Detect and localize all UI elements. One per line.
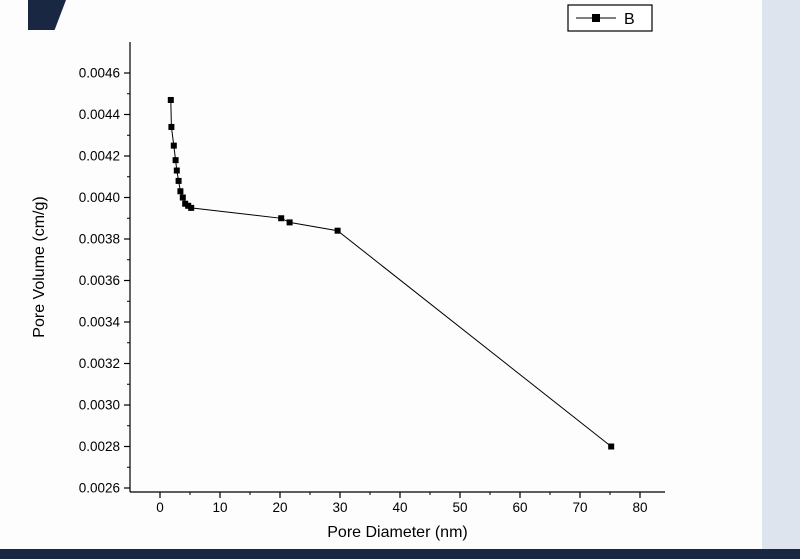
y-tick-label: 0.0044 — [79, 107, 121, 122]
data-point-marker — [170, 142, 177, 149]
legend-marker-sample — [592, 14, 600, 22]
data-point-marker — [167, 96, 174, 103]
y-tick-label: 0.0040 — [79, 190, 120, 205]
series-line — [170, 99, 612, 447]
x-tick-label: 0 — [156, 500, 164, 515]
data-point-marker — [168, 123, 175, 130]
x-tick-label: 30 — [332, 500, 347, 515]
data-point-marker — [179, 194, 186, 201]
x-tick-label: 50 — [452, 500, 467, 515]
y-axis-title: Pore Volume (cm/g) — [31, 196, 48, 337]
bottom-margin-strip — [0, 549, 800, 559]
y-tick-label: 0.0038 — [79, 232, 120, 247]
right-margin-strip — [762, 0, 800, 559]
y-tick-label: 0.0042 — [79, 149, 120, 164]
data-point-marker — [175, 177, 182, 184]
data-point-marker — [188, 204, 195, 211]
x-axis-title: Pore Diameter (nm) — [327, 524, 467, 541]
data-point-marker — [177, 188, 184, 195]
x-tick-label: 80 — [632, 500, 647, 515]
x-tick-label: 60 — [512, 500, 527, 515]
legend-label: B — [624, 11, 635, 28]
data-point-marker — [286, 219, 293, 226]
x-tick-label: 40 — [392, 500, 407, 515]
data-point-marker — [172, 157, 179, 164]
data-point-marker — [608, 443, 615, 450]
pore-volume-chart: 0 10 20 30 40 50 60 70 80 0.0026 0.0028 0.0030 0.003… — [31, 4, 665, 541]
y-tick-label: 0.0046 — [79, 66, 120, 81]
y-tick-label: 0.0030 — [79, 398, 120, 413]
y-tick-label: 0.0028 — [79, 439, 120, 454]
x-tick-label: 70 — [572, 500, 587, 515]
y-tick-label: 0.0026 — [79, 481, 120, 496]
y-tick-label: 0.0036 — [79, 273, 120, 288]
x-tick-label: 20 — [272, 500, 287, 515]
x-tick-label: 10 — [212, 500, 227, 515]
y-tick-label: 0.0034 — [79, 315, 121, 330]
data-point-marker — [278, 215, 285, 222]
data-point-marker — [334, 227, 341, 234]
y-tick-label: 0.0032 — [79, 356, 120, 371]
data-point-marker — [173, 167, 180, 174]
